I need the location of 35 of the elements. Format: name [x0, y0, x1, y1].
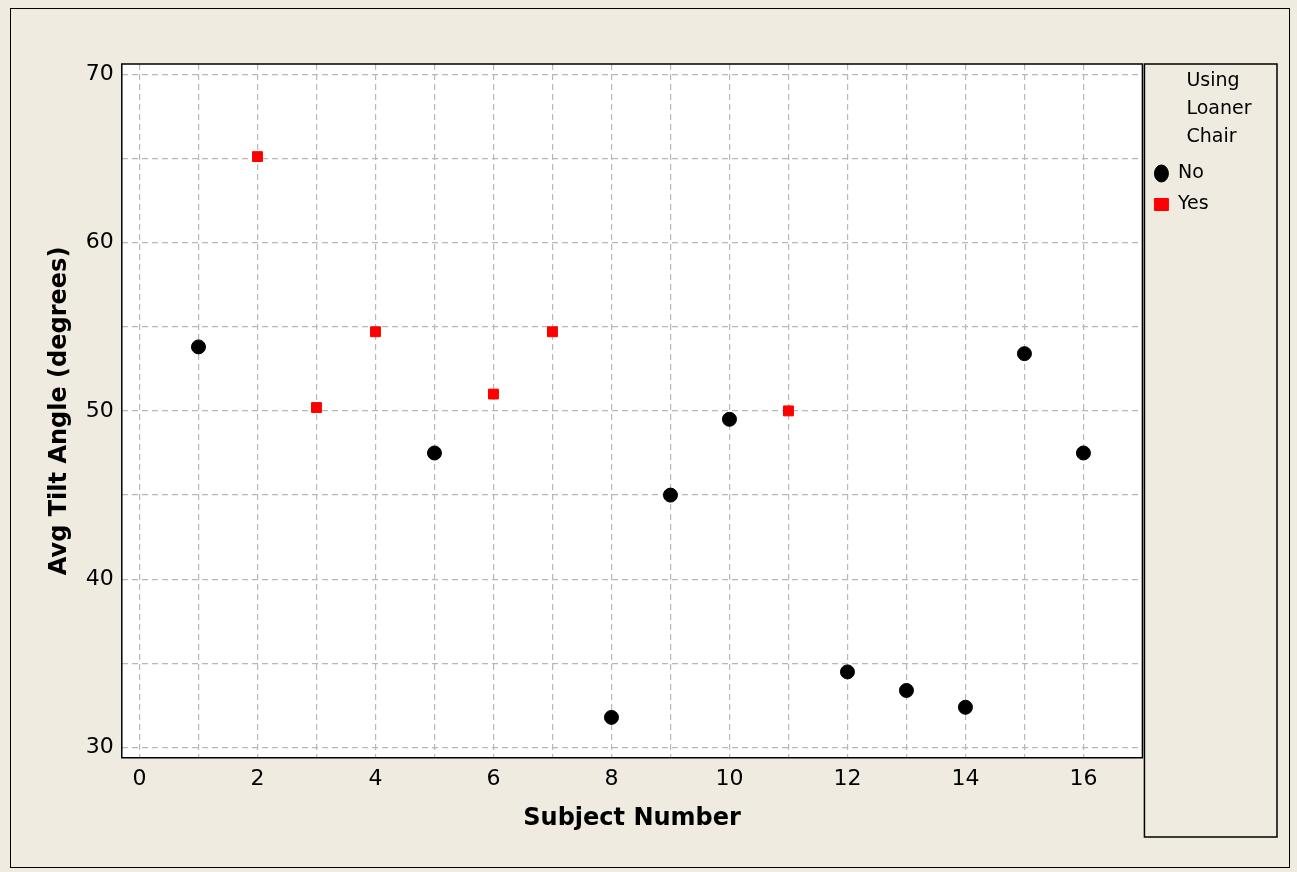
point: [1016, 346, 1032, 362]
point: [1075, 445, 1091, 461]
point: [957, 699, 973, 715]
y-tick-label: 60: [85, 228, 114, 254]
x-tick-label: 12: [833, 764, 862, 790]
x-tick-label: 8: [604, 764, 619, 790]
y-tick-label: 50: [85, 396, 114, 422]
legend-label: No: [1177, 160, 1265, 183]
legend-title: Using Loaner Chair: [1186, 68, 1252, 147]
x-axis-title: Subject Number: [523, 802, 742, 831]
x-tick-label: 0: [132, 764, 147, 790]
point: [783, 405, 794, 417]
y-tick-label: 70: [85, 59, 114, 85]
point: [190, 339, 206, 355]
point: [603, 709, 619, 725]
point: [839, 664, 855, 680]
legend-label: Yes: [1176, 191, 1270, 214]
point: [488, 388, 499, 400]
point: [426, 445, 442, 461]
y-tick-label: 40: [85, 565, 114, 591]
point: [721, 411, 737, 427]
y-axis-title: Avg Tilt Angle (degrees): [43, 246, 72, 576]
point: [898, 682, 914, 698]
point: [662, 487, 678, 503]
x-tick-label: 14: [951, 764, 980, 790]
x-tick-label: 10: [715, 764, 744, 790]
y-tick-label: 30: [85, 733, 114, 759]
x-tick-label: 2: [250, 764, 265, 790]
point: [252, 151, 263, 163]
x-tick-label: 16: [1069, 764, 1098, 790]
x-tick-label: 6: [486, 764, 501, 790]
point: [311, 402, 322, 413]
x-tick-label: 4: [368, 764, 383, 790]
point: [370, 326, 381, 338]
point: [547, 326, 558, 338]
